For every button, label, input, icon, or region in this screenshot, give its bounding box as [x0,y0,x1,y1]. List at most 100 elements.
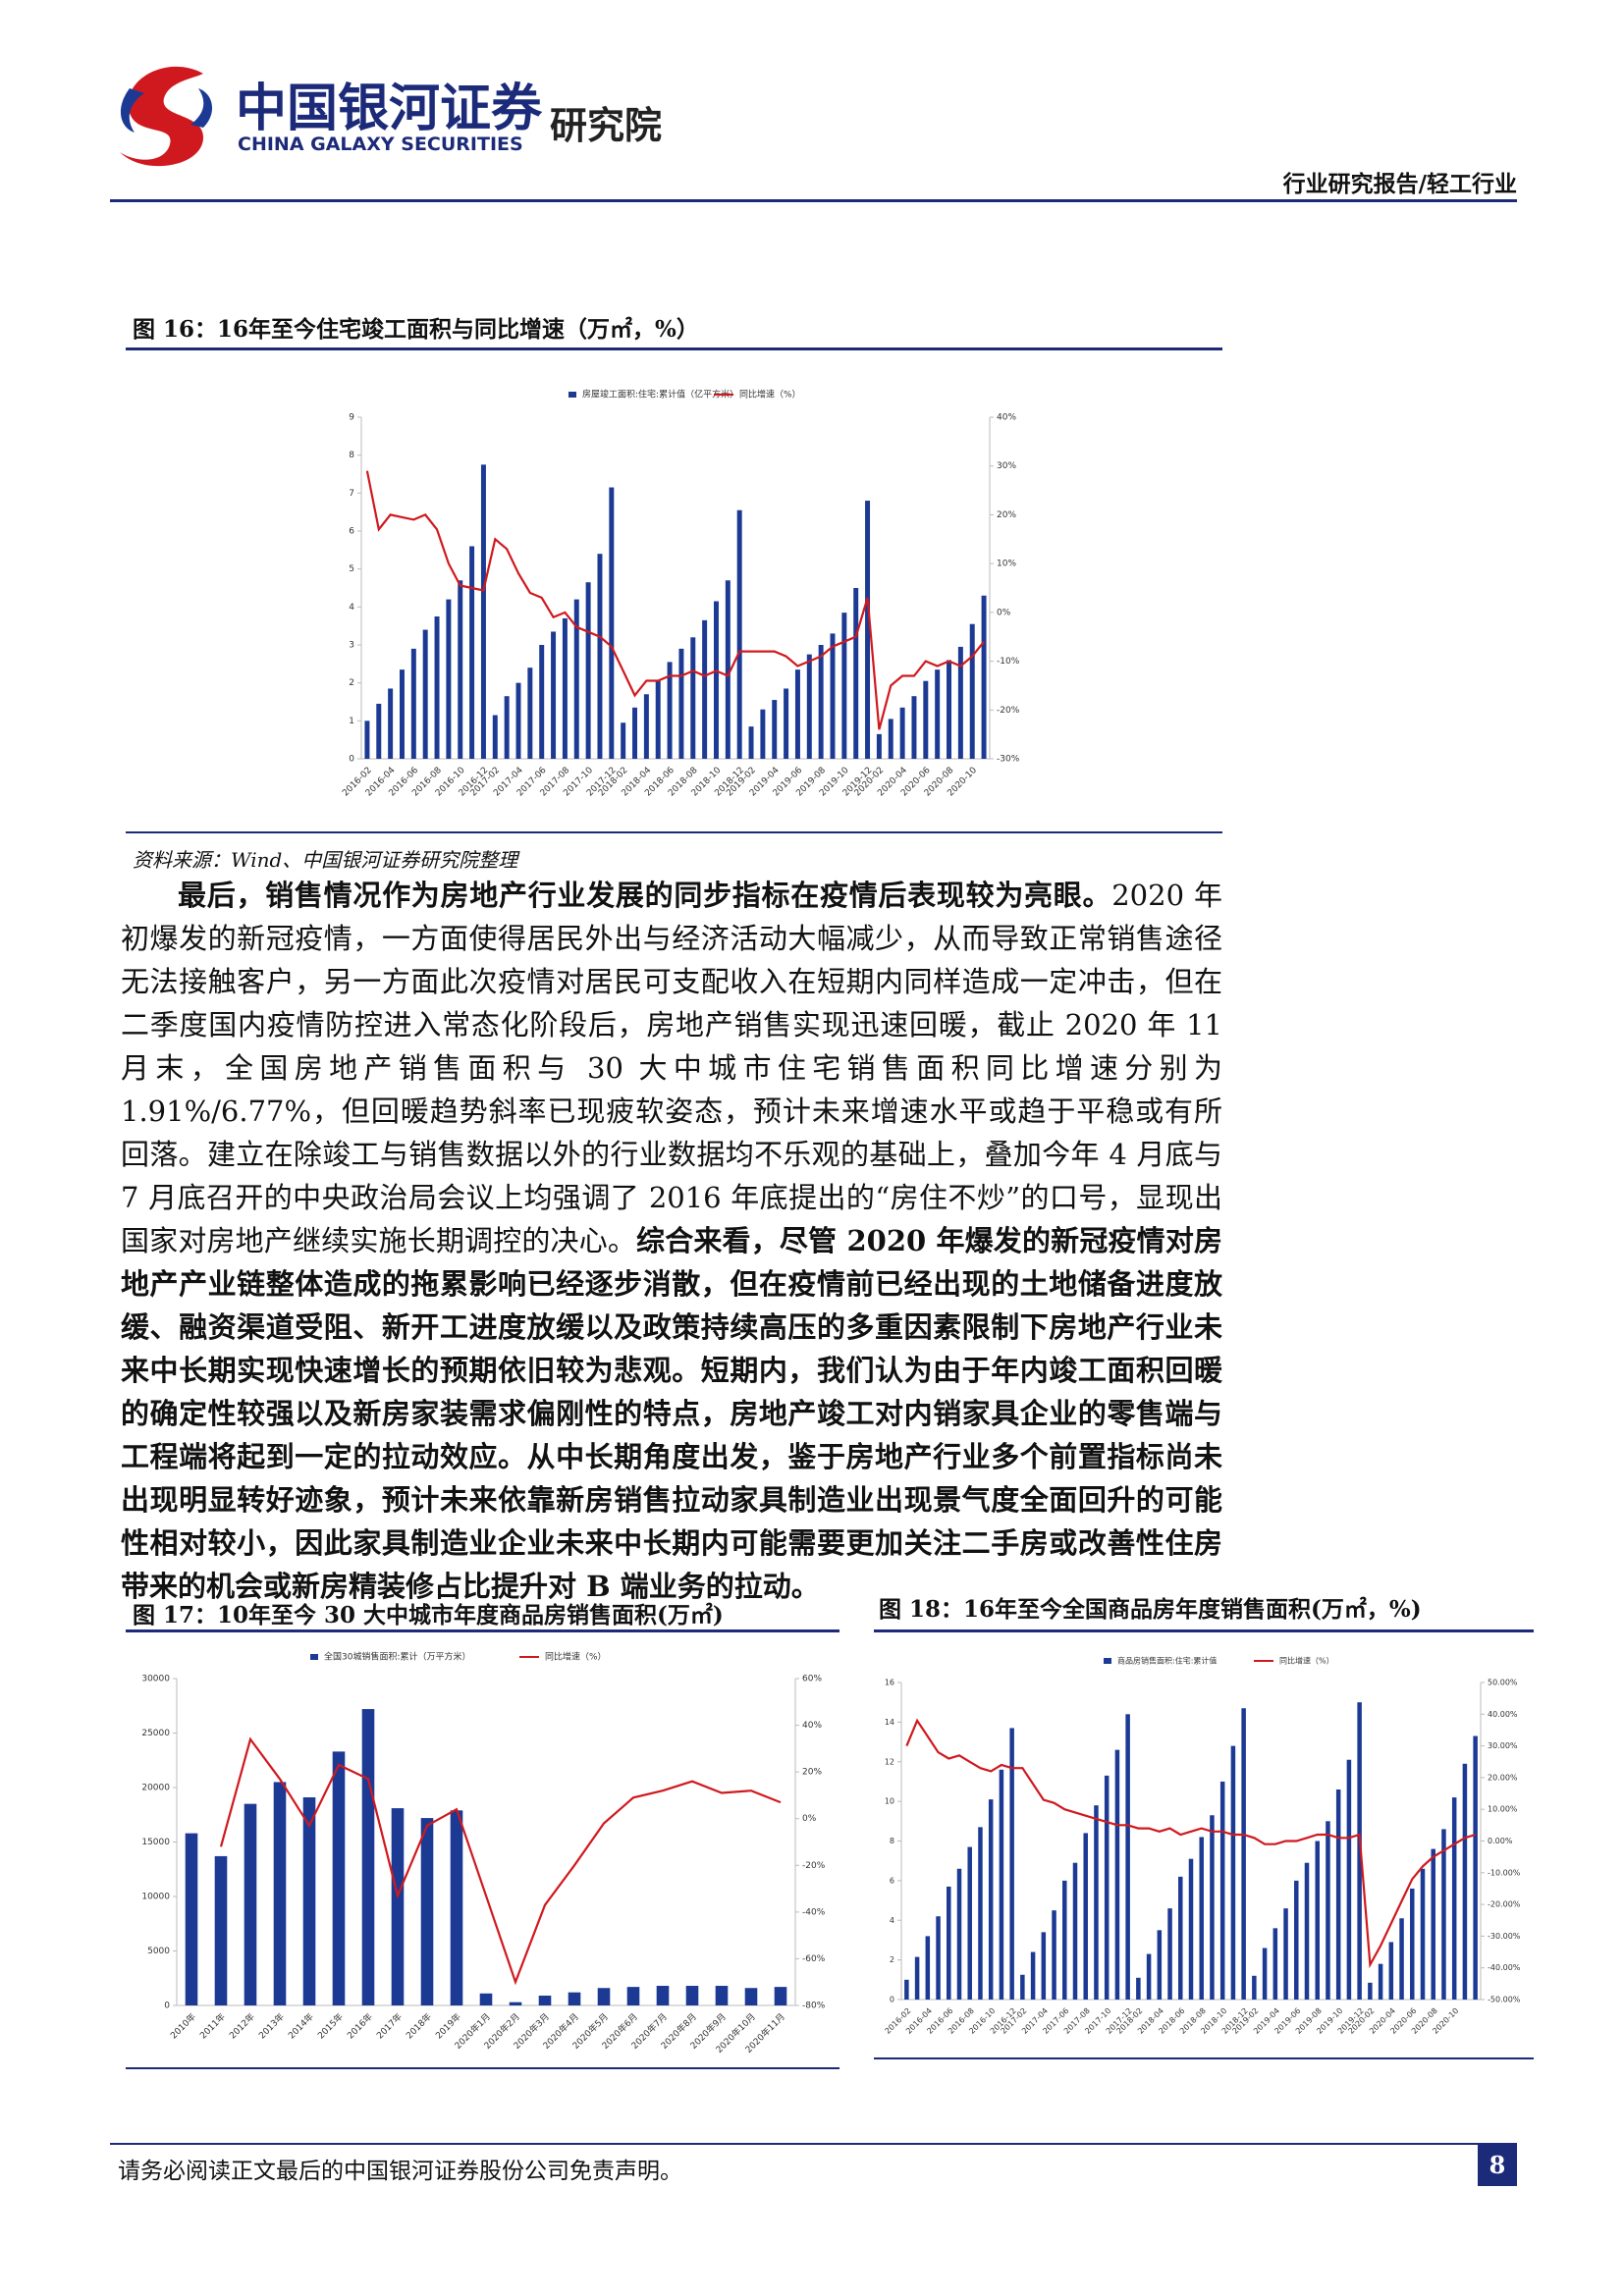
y-tick-label: 30000 [141,1675,170,1684]
bar [1052,1910,1056,2000]
bar [936,1916,941,2000]
y-tick-label: 3 [349,641,354,651]
bar [1114,1749,1120,2000]
figure-title: 图 17：10年至今 30 大中城市年度商品房销售面积(万㎡) [133,1602,724,1629]
y-tick-label: 14 [885,1718,894,1727]
page-number: 8 [1478,2145,1517,2186]
bar [214,1855,228,2005]
bar [1020,1974,1025,2000]
bar [911,696,917,759]
bar [1230,1745,1236,2000]
y-tick-label: 20000 [141,1784,170,1793]
line-series [905,1718,1476,1969]
y-tick-label: 5 [349,564,354,574]
bar [969,623,975,759]
bar [1241,1708,1246,2000]
bar [1030,1951,1036,2000]
title-rule [874,1629,1534,1632]
bar [551,631,557,759]
bar [876,733,882,759]
bar [655,680,661,759]
bar [632,707,638,759]
legend-label: 房屋竣工面积:住宅:累计值（亿平方米） [582,389,738,400]
bar [1399,1918,1404,2000]
y-tick-label: 12 [885,1757,894,1766]
bar [332,1751,346,2005]
bar [794,669,800,759]
bar [947,660,952,759]
bar [702,619,708,759]
bar [1335,1789,1341,2000]
y2-tick-label: -40.00% [1488,1963,1521,1972]
source: 资料来源：Wind、中国银河证券研究院整理 [133,848,518,872]
y2-tick-label: 0.00% [1488,1837,1513,1845]
bar [527,667,533,759]
bar [1272,1928,1278,2000]
bar [1462,1763,1468,2000]
bar [957,646,963,759]
bar [539,645,545,759]
y2-tick-label: 10.00% [1488,1805,1518,1814]
y2-tick-label: -40% [802,1907,826,1917]
bar [1252,1975,1257,2000]
line-series [365,470,985,730]
bar [1420,1868,1426,2000]
bar [422,629,428,759]
bar [1294,1880,1299,2000]
bar [981,595,987,759]
bar [690,637,696,759]
legend-label: 同比增速（%） [1279,1656,1334,1666]
bar [772,700,778,759]
bar [480,464,486,759]
y2-tick-label: 60% [802,1675,822,1684]
x-tick-label: 2016年 [345,2010,375,2041]
y-tick-label: 0 [164,2002,170,2011]
title-rule [126,347,1222,350]
bar [744,1988,758,2005]
y-tick-label: 9 [349,413,354,423]
y2-tick-label: -60% [802,1954,826,1964]
y2-tick-label: -10.00% [1488,1868,1521,1877]
bar [562,617,568,759]
figure-title: 图 16：16年至今住宅竣工面积与同比增速（万㎡，%） [133,316,699,343]
bar [1219,1781,1225,2000]
text-segment: 最后，销售情况作为房地产行业发展的同步指标在疫情后表现较为亮眼。 [178,879,1112,912]
y2-tick-label: -30% [997,755,1020,765]
bar [1378,1963,1383,2000]
y-tick-label: 0 [890,1996,894,2004]
y2-tick-label: -20.00% [1488,1900,1521,1909]
bar [1009,1728,1014,2000]
x-tick-label: 2013年 [256,2010,287,2041]
bar [818,645,824,759]
legend-label: 全国30城销售面积:累计（万平方米） [324,1651,471,1663]
bar [1104,1775,1110,2000]
y-tick-label: 4 [890,1916,894,1925]
bar [830,633,836,759]
disclaimer: 请务必阅读正文最后的中国银河证券股份公司免责声明。 [118,2159,682,2184]
bar [410,648,416,759]
bar [656,1986,670,2005]
y2-tick-label: 50.00% [1488,1679,1518,1687]
bar [853,588,859,759]
y-tick-label: 8 [890,1837,894,1845]
y2-tick-label: 10% [997,560,1016,569]
bar [573,599,579,759]
x-tick-label: 2018年 [404,2010,434,2041]
x-tick-label: 2012年 [227,2010,257,2041]
bar [1304,1862,1310,2000]
bar [1125,1714,1130,2000]
y-tick-label: 4 [349,603,354,613]
bar [806,654,812,759]
x-tick-label: 2015年 [315,2010,346,2041]
report-category: 行业研究报告/轻工行业 [1282,171,1517,197]
y-tick-label: 2 [890,1955,894,1964]
bar [538,1996,552,2005]
y2-tick-label: -50.00% [1488,1996,1521,2004]
bar [988,1799,994,2000]
y-tick-label: 25000 [141,1729,170,1738]
bar [748,726,754,759]
text-segment: 2020 年初爆发的新冠疫情，一方面使得居民外出与经济活动大幅减少，从而导致正常… [121,879,1222,1257]
bar [643,694,649,759]
